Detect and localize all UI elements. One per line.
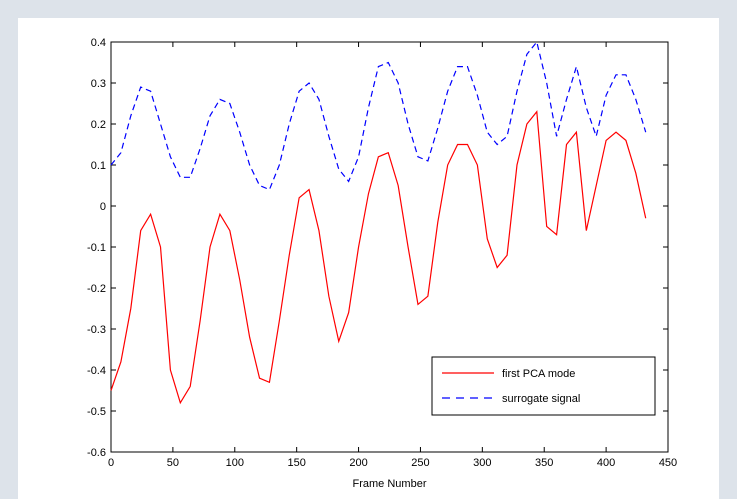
x-tick-label: 150 [287,457,305,469]
x-tick-label: 250 [411,457,429,469]
y-tick-label: -0.2 [87,283,106,295]
x-tick-label: 50 [167,457,179,469]
x-tick-label: 100 [226,457,244,469]
y-tick-label: -0.1 [87,242,106,254]
y-tick-label: 0.4 [91,37,106,49]
y-tick-label: 0.2 [91,119,106,131]
series-line [110,110,647,405]
y-tick-label: 0.3 [91,78,106,90]
y-tick-label: 0.1 [91,160,106,172]
x-tick-label: 300 [473,457,491,469]
y-tick-label: -0.5 [87,406,106,418]
x-tick-label: 350 [535,457,553,469]
y-tick-label: 0 [100,201,106,213]
legend-label: first PCA mode [502,368,575,380]
y-tick-label: -0.4 [87,365,106,377]
x-tick-label: 200 [349,457,367,469]
x-axis-label: Frame Number [353,478,427,490]
x-tick-label: 400 [597,457,615,469]
legend-label: surrogate signal [502,393,580,405]
x-tick-label: 0 [108,457,114,469]
series-line [110,40,647,191]
legend-box [431,356,656,416]
y-tick-label: -0.3 [87,324,106,336]
y-tick-label: -0.6 [87,447,106,459]
x-tick-label: 450 [659,457,677,469]
